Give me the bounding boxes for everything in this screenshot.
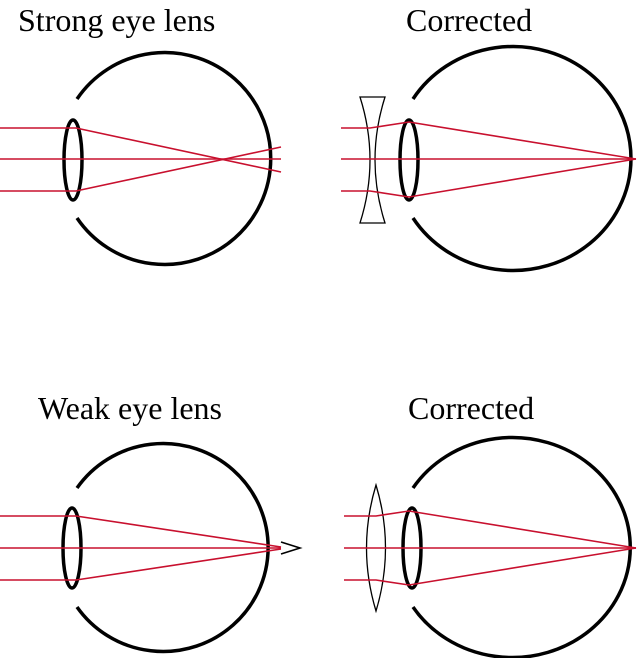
refracted-ray-bottom [75,146,282,192]
light-ray-top [341,121,637,160]
light-ray-bottom [344,547,637,586]
refracted-ray-bottom [75,548,282,581]
eye-lens [398,118,420,202]
panel-corrected-converging [344,435,637,658]
focus-marker [280,541,303,555]
diverging-lens [359,96,386,224]
light-ray-bottom [341,158,637,198]
refracted-ray-top [75,515,282,548]
title-corrected-top: Corrected [406,2,533,38]
converging-lens [365,482,387,614]
title-corrected-bottom: Corrected [408,390,535,426]
light-ray-top [344,510,637,549]
title-weak-eye-lens: Weak eye lens [38,390,222,426]
title-strong-eye-lens: Strong eye lens [18,2,216,38]
panel-corrected-diverging [341,44,637,273]
panel-strong-eye-lens [0,50,282,267]
panel-weak-eye-lens [0,441,303,654]
refracted-ray-top [75,127,282,173]
eye-lens [62,118,84,202]
